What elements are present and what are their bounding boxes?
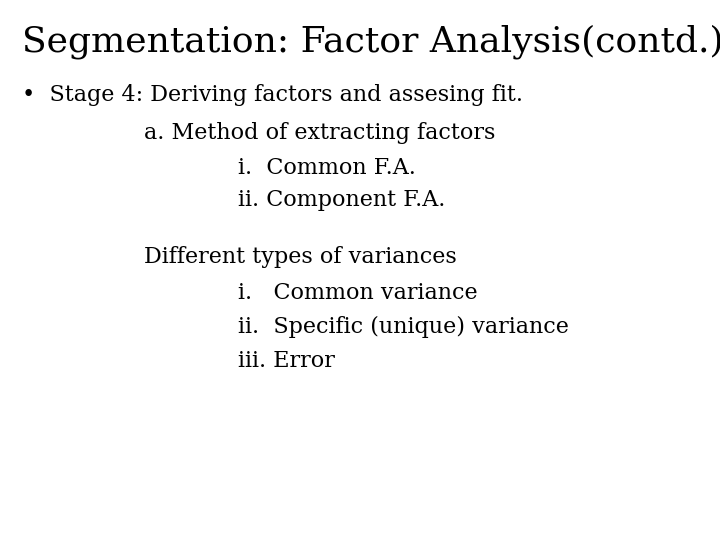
Text: i.   Common variance: i. Common variance: [238, 282, 477, 304]
Text: ii. Component F.A.: ii. Component F.A.: [238, 189, 445, 211]
Text: ii.  Specific (unique) variance: ii. Specific (unique) variance: [238, 316, 569, 338]
Text: Segmentation: Factor Analysis(contd.): Segmentation: Factor Analysis(contd.): [22, 24, 720, 59]
Text: iii. Error: iii. Error: [238, 350, 335, 372]
Text: Different types of variances: Different types of variances: [144, 246, 456, 268]
Text: •  Stage 4: Deriving factors and assesing fit.: • Stage 4: Deriving factors and assesing…: [22, 84, 523, 106]
Text: a. Method of extracting factors: a. Method of extracting factors: [144, 122, 495, 144]
Text: i.  Common F.A.: i. Common F.A.: [238, 157, 415, 179]
